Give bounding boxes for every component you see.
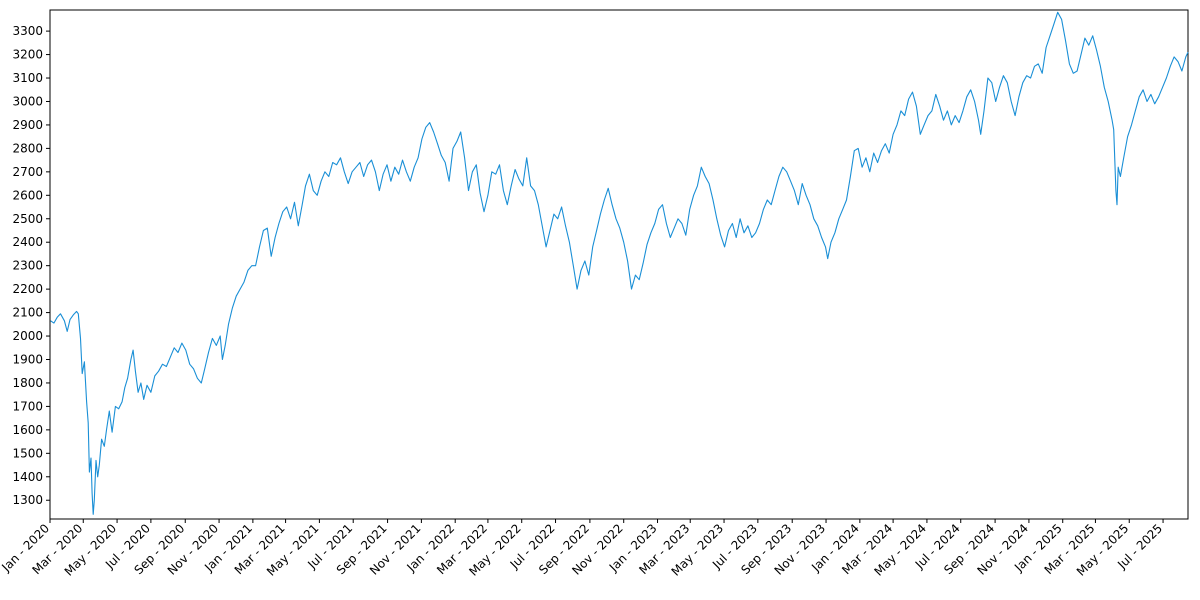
series-line bbox=[50, 11, 1189, 515]
y-tick-label: 2400 bbox=[12, 235, 43, 249]
y-tick-label: 1400 bbox=[12, 470, 43, 484]
y-tick-label: 1600 bbox=[12, 423, 43, 437]
y-tick-label: 3100 bbox=[12, 71, 43, 85]
y-tick-label: 2500 bbox=[12, 212, 43, 226]
y-tick-label: 2200 bbox=[12, 282, 43, 296]
y-tick-label: 1300 bbox=[12, 493, 43, 507]
plot-area bbox=[49, 9, 1189, 520]
y-tick-label: 2100 bbox=[12, 306, 43, 320]
y-tick-label: 1800 bbox=[12, 376, 43, 390]
y-tick-label: 2900 bbox=[12, 118, 43, 132]
y-tick-label: 2300 bbox=[12, 259, 43, 273]
y-tick-label: 2000 bbox=[12, 329, 43, 343]
y-tick-label: 1900 bbox=[12, 352, 43, 366]
y-tick-label: 1500 bbox=[12, 446, 43, 460]
plot-frame bbox=[49, 9, 1189, 520]
y-tick-label: 2700 bbox=[12, 165, 43, 179]
y-tick-label: 3000 bbox=[12, 94, 43, 108]
y-tick-label: 2800 bbox=[12, 141, 43, 155]
y-tick-label: 2600 bbox=[12, 188, 43, 202]
y-axis: 1300 1400 1500 1600 1700 1800 1900 2000 2100 2200… bbox=[12, 24, 50, 507]
y-tick-label: 3200 bbox=[12, 48, 43, 62]
y-tick-label: 3300 bbox=[12, 24, 43, 38]
y-tick-label: 1700 bbox=[12, 399, 43, 413]
